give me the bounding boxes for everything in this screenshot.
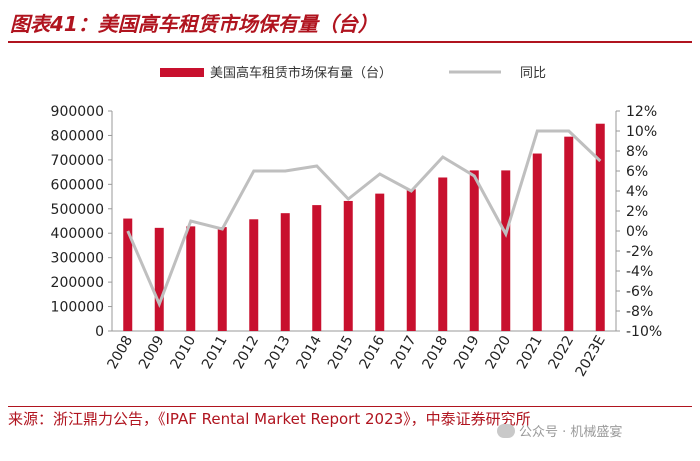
- bar-2017: [406, 189, 416, 331]
- legend-bar-swatch: [160, 68, 204, 77]
- left-tick-label: 800000: [51, 128, 104, 144]
- x-tick-label: 2014: [294, 333, 326, 372]
- bar-2008: [123, 218, 133, 331]
- right-tick-label: 12%: [626, 104, 657, 120]
- x-tick-label: 2013: [262, 333, 294, 372]
- bar-2018: [438, 177, 448, 331]
- right-tick-label: -4%: [626, 264, 653, 280]
- x-tick-label: 2017: [388, 333, 420, 372]
- bar-2020: [501, 170, 511, 331]
- left-tick-label: 200000: [51, 275, 104, 291]
- bar-2015: [343, 200, 353, 331]
- left-tick-label: 500000: [51, 202, 104, 218]
- left-tick-label: 300000: [51, 251, 104, 267]
- yoy-line: [126, 129, 602, 308]
- bar-2010: [186, 226, 196, 331]
- right-tick-label: -8%: [626, 304, 653, 320]
- right-tick-label: 0%: [626, 224, 648, 240]
- bar-2014: [312, 205, 322, 331]
- bar-2013: [280, 213, 290, 331]
- left-tick-label: 100000: [51, 300, 104, 316]
- x-tick-label: 2021: [514, 333, 546, 372]
- watermark-text: 公众号 · 机械盛宴: [519, 425, 623, 440]
- x-tick-label: 2012: [231, 333, 263, 372]
- bar-series: [123, 123, 605, 331]
- left-tick-label: 700000: [51, 153, 104, 169]
- left-tick-label: 400000: [51, 226, 104, 242]
- axes: [111, 111, 617, 332]
- x-tick-label: 2019: [451, 333, 483, 372]
- x-tick-label: 2009: [136, 333, 168, 372]
- right-axis-ticks: -10% -8% -6% -4% -2% 0% 2% 4% 6% 8% 10% 12%: [616, 104, 662, 340]
- watermark: 公众号 · 机械盛宴: [497, 421, 622, 440]
- x-tick-label: 2022: [546, 333, 578, 372]
- title-rule: [8, 41, 692, 43]
- x-tick-label: 2023E: [573, 333, 609, 380]
- right-tick-label: 4%: [626, 184, 648, 200]
- right-tick-label: 2%: [626, 204, 648, 220]
- right-tick-label: -10%: [626, 324, 662, 340]
- x-tick-label: 2008: [105, 333, 137, 372]
- x-tick-label: 2016: [357, 333, 389, 372]
- right-tick-label: -2%: [626, 244, 653, 260]
- x-axis-ticks: 2008 2009 2010 2011 2012 2013 2014 2015 2016 2017…: [105, 333, 609, 380]
- right-tick-label: -6%: [626, 284, 653, 300]
- left-tick-label: 0: [95, 324, 104, 340]
- bar-2022: [564, 136, 574, 331]
- x-tick-label: 2020: [483, 333, 515, 372]
- bar-2011: [217, 227, 227, 331]
- legend-bar-label: 美国高车租赁市场保有量（台）: [210, 65, 392, 81]
- bar-2012: [249, 219, 259, 331]
- x-tick-label: 2015: [325, 333, 357, 372]
- bar-2023E: [595, 123, 605, 331]
- right-tick-label: 8%: [626, 144, 648, 160]
- left-tick-label: 600000: [51, 177, 104, 193]
- wechat-icon: [497, 424, 515, 438]
- source-note: 来源：浙江鼎力公告，《IPAF Rental Market Report 202…: [8, 410, 531, 428]
- bar-2016: [375, 193, 385, 331]
- right-tick-label: 10%: [626, 124, 657, 140]
- right-tick-label: 6%: [626, 164, 648, 180]
- source-rule: [8, 406, 692, 407]
- yoy-line-series: [126, 129, 602, 308]
- x-tick-label: 2010: [168, 333, 200, 372]
- legend-line-label: 同比: [520, 66, 546, 81]
- bar-2019: [469, 170, 479, 331]
- legend: 美国高车租赁市场保有量（台） 同比: [160, 65, 546, 81]
- left-axis-ticks: 0 100000 200000 300000 400000 500000 600000 700…: [51, 104, 112, 340]
- bar-2021: [532, 153, 542, 331]
- bar-2009: [154, 227, 164, 331]
- left-tick-label: 900000: [51, 104, 104, 120]
- figure-title: 图表41：美国高车租赁市场保有量（台）: [10, 12, 378, 36]
- x-tick-label: 2011: [199, 333, 231, 372]
- x-tick-label: 2018: [420, 333, 452, 372]
